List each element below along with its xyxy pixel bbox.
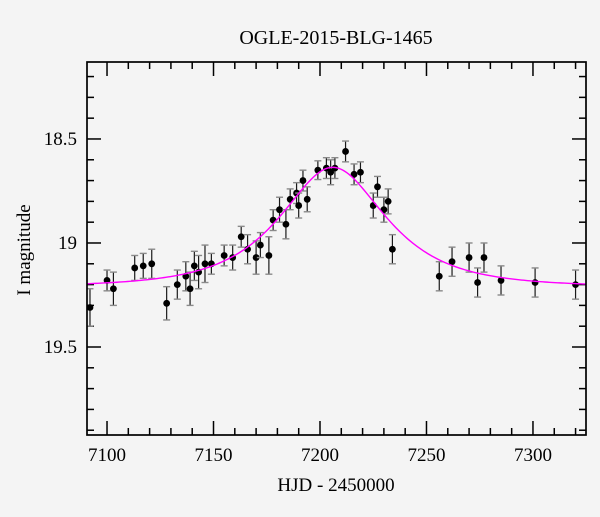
model-curve-group <box>87 166 586 285</box>
data-point-group <box>350 163 358 186</box>
data-point-group <box>265 236 273 275</box>
data-point <box>435 272 443 280</box>
plot-frame <box>86 61 587 436</box>
data-point <box>374 183 381 191</box>
data-points-group <box>86 140 580 327</box>
axis-ticks <box>87 62 586 435</box>
x-tick-label: 7250 <box>407 445 445 466</box>
data-point <box>465 254 473 261</box>
x-tick-label: 7200 <box>301 445 339 466</box>
data-point-group <box>163 285 171 321</box>
y-axis-label: I magnitude <box>14 204 35 295</box>
data-point <box>342 148 349 155</box>
data-point <box>190 262 198 270</box>
data-point-group <box>356 161 364 184</box>
y-tick-labels: 18.5 19 19.5 <box>44 129 77 358</box>
data-point <box>299 177 307 184</box>
data-point-group <box>131 254 139 282</box>
data-point <box>448 258 456 266</box>
data-point-group <box>327 159 335 186</box>
data-point-group <box>269 209 277 232</box>
data-point-group <box>220 244 228 267</box>
model-curve <box>87 166 586 285</box>
data-point-group <box>109 271 117 307</box>
data-point-group <box>572 269 580 300</box>
data-point <box>327 168 335 176</box>
data-point <box>480 254 488 261</box>
data-point-group <box>373 175 381 198</box>
data-point <box>173 281 181 288</box>
data-point <box>303 195 311 203</box>
data-point <box>139 262 147 270</box>
data-point <box>384 197 392 205</box>
x-tick-labels: 7100 7150 7200 7250 7300 <box>88 445 552 466</box>
data-point <box>295 202 303 209</box>
y-tick-label: 18.5 <box>44 129 77 150</box>
data-point <box>269 216 277 224</box>
data-point-group <box>201 244 209 284</box>
data-point <box>369 202 377 209</box>
data-point <box>497 277 505 284</box>
data-point-group <box>139 252 147 280</box>
data-point <box>389 245 396 253</box>
data-point <box>86 304 94 311</box>
data-point-group <box>282 209 290 240</box>
data-point-group <box>207 252 215 275</box>
data-point-group <box>480 242 488 273</box>
x-tick-label: 7300 <box>514 445 552 466</box>
data-point <box>148 260 156 268</box>
data-point <box>474 279 481 286</box>
x-tick-label: 7100 <box>88 445 126 466</box>
data-point <box>572 281 579 288</box>
data-point <box>276 206 283 214</box>
data-point <box>163 299 171 307</box>
data-point-group <box>148 248 156 280</box>
data-point-group <box>103 269 111 292</box>
data-point-group <box>195 254 203 290</box>
chart-title: OGLE-2015-BLG-1465 <box>239 27 432 49</box>
data-point-group <box>276 196 284 223</box>
data-point <box>201 260 209 268</box>
data-point <box>256 241 264 249</box>
data-point-group <box>384 188 392 215</box>
data-point-group <box>342 140 350 163</box>
data-point-group <box>435 261 443 292</box>
x-axis-label: HJD - 2450000 <box>277 475 394 496</box>
data-point <box>357 168 364 176</box>
data-point-group <box>388 233 396 265</box>
data-point-group <box>448 246 456 277</box>
x-tick-label: 7150 <box>195 445 233 466</box>
data-point <box>350 170 358 178</box>
data-point <box>220 252 228 259</box>
data-point-group <box>497 265 505 296</box>
data-point-group <box>465 242 473 273</box>
data-point-group <box>314 160 322 181</box>
data-point <box>237 233 245 241</box>
data-point <box>131 264 139 272</box>
y-tick-label: 19 <box>58 233 77 254</box>
data-point-group <box>531 267 539 298</box>
data-point <box>531 279 539 286</box>
data-point <box>110 285 117 293</box>
data-point <box>282 220 290 228</box>
data-point <box>252 254 260 261</box>
data-point <box>265 252 273 259</box>
y-tick-label: 19.5 <box>44 337 77 358</box>
data-point-group <box>369 192 377 219</box>
data-point <box>186 285 194 293</box>
data-point-group <box>190 250 198 282</box>
data-point-group <box>237 225 245 248</box>
